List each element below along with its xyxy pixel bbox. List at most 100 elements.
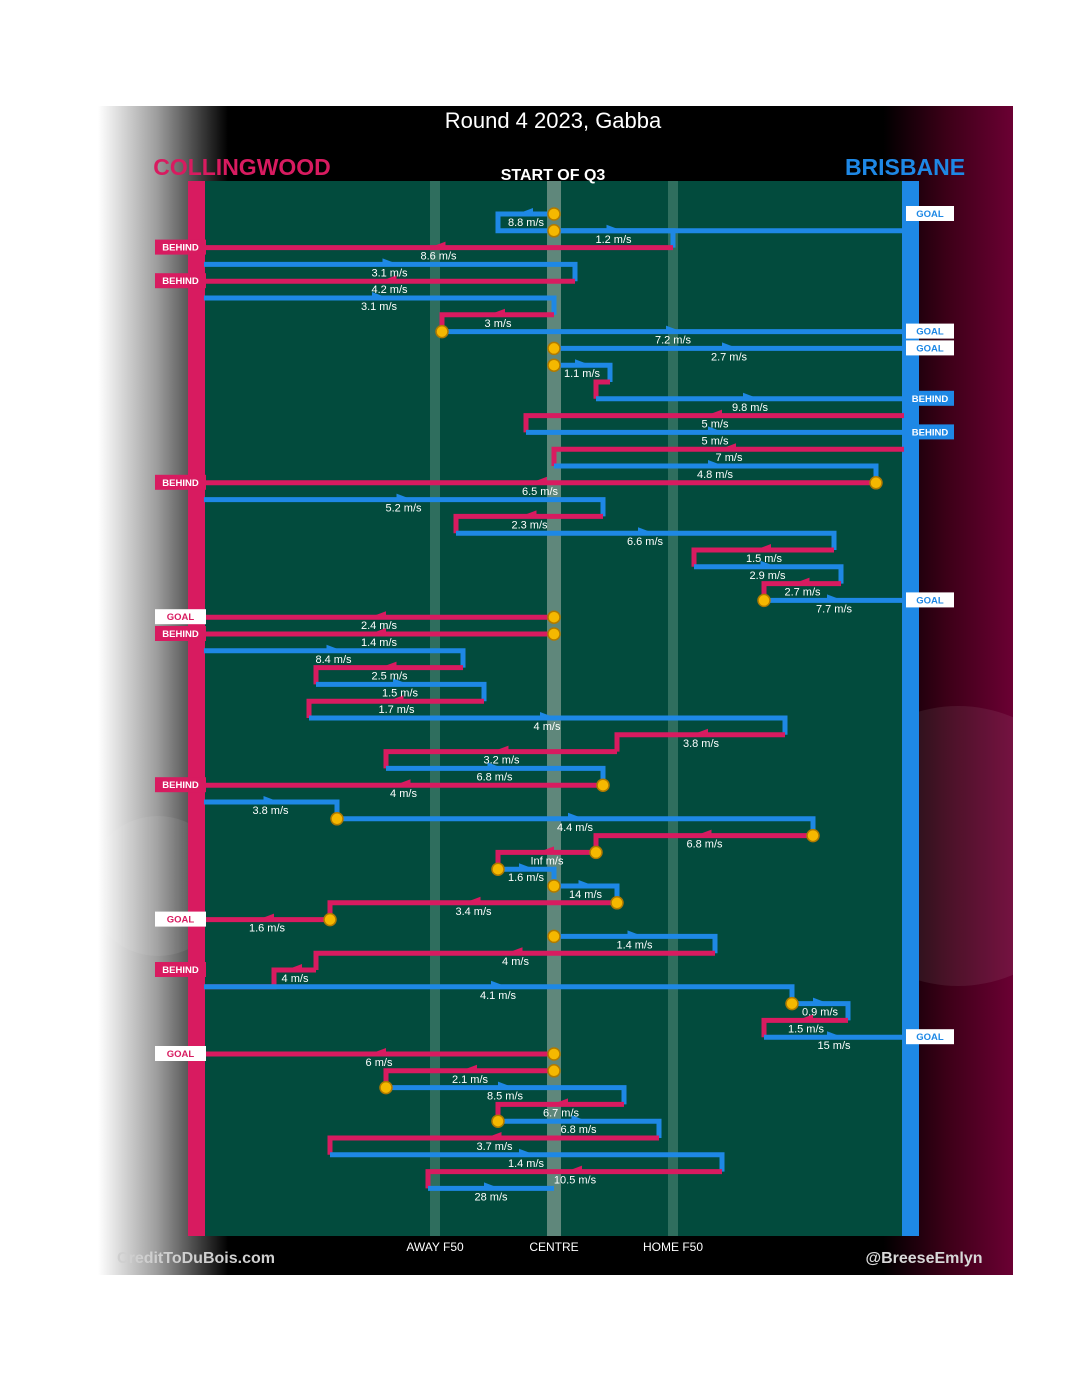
speed-label: 3.2 m/s — [483, 755, 520, 767]
outcome-badge-bg — [155, 962, 206, 977]
outcome-label: BEHIND — [912, 427, 949, 438]
outcome-badge-bg — [155, 911, 206, 927]
outcome-badge: BEHIND — [155, 626, 206, 641]
tick-label: CENTRE — [529, 1240, 578, 1254]
chain-path — [316, 681, 487, 702]
turnover-marker — [547, 929, 561, 944]
speed-label: 1.7 m/s — [378, 704, 415, 716]
chain-path — [691, 547, 834, 567]
chain-arrow-icon — [380, 661, 397, 670]
chain-path — [306, 698, 484, 718]
speed-label: 4.8 m/s — [697, 469, 734, 481]
speed-label: 5 m/s — [702, 435, 729, 447]
chain-path — [456, 530, 837, 550]
speed-label: 6.8 m/s — [476, 771, 513, 783]
chain-path — [614, 732, 785, 752]
credit-right: @BreeseEmlyn — [866, 1250, 983, 1267]
outcome-badge-bg — [906, 424, 954, 440]
speed-label: 4 m/s — [502, 956, 529, 968]
speed-label: 8.4 m/s — [315, 654, 352, 666]
turnover-marker — [547, 879, 561, 893]
chain-45 — [313, 947, 715, 970]
chain-arrow-icon — [491, 980, 507, 989]
outcome-badge-bg — [906, 206, 954, 221]
chain-arrow-icon — [394, 779, 411, 788]
speed-label: 2.4 m/s — [361, 620, 398, 632]
speed-label: 3.7 m/s — [476, 1141, 513, 1153]
chain-arrow-icon — [708, 426, 724, 435]
speed-label: 4 m/s — [282, 973, 309, 985]
outcome-label: GOAL — [916, 595, 944, 606]
chain-arrow-icon — [429, 241, 446, 250]
outcome-badge-bg — [155, 474, 206, 490]
score-outcome-badges: GOAL BEHIND BEHIND GOAL GOAL BEHIND BEHIND BEHI… — [155, 206, 954, 1061]
speed-label: 3.1 m/s — [361, 301, 398, 313]
outcome-label: GOAL — [916, 327, 944, 338]
speed-label: 2.7 m/s — [711, 351, 748, 363]
chain-path — [792, 1001, 851, 1021]
chain-31 — [309, 712, 788, 735]
tick-label: HOME F50 — [643, 1240, 703, 1254]
chain-25 — [204, 611, 554, 620]
chain-arrow-icon — [692, 728, 708, 737]
chain-path — [383, 749, 617, 769]
chain-path — [551, 446, 904, 466]
outcome-badge: BEHIND — [906, 424, 954, 440]
chain-arrow-icon — [575, 359, 591, 368]
chain-29 — [316, 678, 487, 702]
chain-arrow-icon — [258, 913, 274, 922]
zone-line-home-f50 — [668, 181, 678, 1236]
chain-44 — [554, 930, 718, 954]
outcome-badge-bg — [906, 323, 954, 339]
outcome-label: BEHIND — [162, 629, 199, 640]
outcome-badge: GOAL — [906, 323, 954, 339]
chain-57 — [330, 1148, 725, 1172]
speed-label: 3.8 m/s — [683, 738, 720, 750]
outcome-badge: BEHIND — [906, 390, 954, 406]
turnover-marker — [491, 862, 505, 876]
speed-label: 3 m/s — [485, 318, 512, 330]
outcome-label: BEHIND — [162, 478, 199, 489]
chart-poster: GOAL BEHIND BEHIND GOAL GOAL BEHIND BEHIND BEHI… — [98, 106, 1013, 1275]
chain-arrow-icon — [492, 745, 509, 754]
speed-label: 1.5 m/s — [746, 553, 783, 565]
chain-arrow-icon — [813, 997, 829, 1006]
chain-arrow-icon — [760, 560, 777, 569]
chain-49 — [761, 1014, 848, 1038]
turnover-marker — [806, 828, 820, 843]
outcome-label: GOAL — [916, 209, 944, 220]
chain-arrow-icon — [380, 275, 397, 284]
turnover-marker — [596, 778, 610, 792]
speed-label: 8.8 m/s — [508, 217, 545, 229]
chain-arrow-icon — [485, 1132, 502, 1140]
chain-9 — [554, 342, 904, 351]
turnover-marker — [547, 610, 561, 624]
chain-22 — [694, 560, 844, 584]
tick-label: AWAY F50 — [406, 1240, 464, 1254]
turnover-marker — [869, 476, 883, 490]
chain-arrow-icon — [370, 628, 386, 636]
outcome-label: GOAL — [916, 343, 944, 354]
chain-arrow-icon — [606, 224, 623, 233]
chain-arrow-icon — [827, 594, 843, 603]
outcome-badge: BEHIND — [155, 239, 206, 255]
chart-subtitle: START OF Q3 — [501, 167, 606, 184]
zone-lines — [430, 181, 678, 1236]
speed-label: 1.4 m/s — [616, 939, 653, 951]
speed-label: 2.3 m/s — [511, 519, 548, 531]
chain-14 — [526, 426, 904, 435]
turnover-marker — [379, 1080, 393, 1095]
speed-label: 8.5 m/s — [487, 1091, 524, 1103]
chain-43 — [204, 913, 330, 923]
speed-label: 6 m/s — [366, 1057, 393, 1069]
chain-59 — [428, 1182, 554, 1191]
chain-path — [309, 715, 788, 735]
chain-26 — [204, 628, 554, 637]
chain-path — [498, 1118, 662, 1138]
speed-label: 4.1 m/s — [480, 990, 517, 1002]
chain-path — [386, 1085, 627, 1105]
chain-2 — [554, 224, 676, 248]
chain-arrow-icon — [797, 1014, 813, 1023]
turnover-marker — [547, 341, 561, 356]
chain-3 — [204, 241, 673, 251]
